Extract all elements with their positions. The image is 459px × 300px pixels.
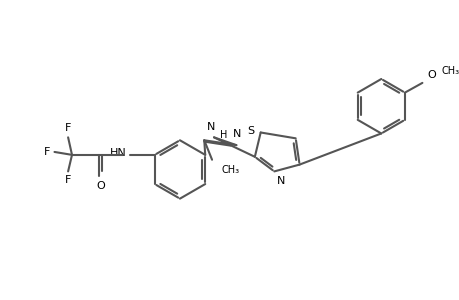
Text: F: F xyxy=(65,175,71,185)
Text: O: O xyxy=(426,70,435,80)
Text: F: F xyxy=(65,124,71,134)
Text: N: N xyxy=(277,176,285,186)
Text: O: O xyxy=(96,181,105,191)
Text: N: N xyxy=(233,129,241,139)
Text: N: N xyxy=(207,122,215,131)
Text: S: S xyxy=(246,125,253,136)
Text: CH₃: CH₃ xyxy=(441,66,459,76)
Text: CH₃: CH₃ xyxy=(221,165,240,175)
Text: F: F xyxy=(44,147,50,157)
Text: H: H xyxy=(219,130,227,140)
Text: HN: HN xyxy=(110,148,126,158)
